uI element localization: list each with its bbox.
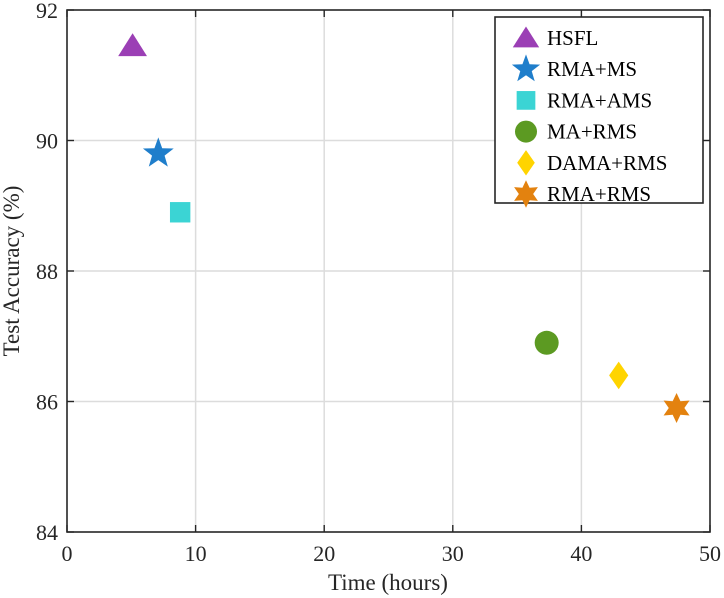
legend-marker-dama-rms	[517, 150, 535, 176]
y-tick-label: 86	[36, 390, 58, 415]
point-rma-rms	[663, 393, 690, 424]
point-rma-ms	[142, 137, 174, 167]
x-axis-label: Time (hours)	[328, 570, 448, 595]
y-axis-label: Test Accuracy (%)	[0, 186, 24, 357]
legend-label-dama-rms: DAMA+RMS	[547, 151, 667, 175]
y-tick-label: 84	[36, 520, 58, 545]
y-tick-label: 90	[36, 129, 58, 154]
axis-ticks: 0 10 20 30 40 50 84 86 88 90 92	[36, 0, 721, 566]
y-tick-label: 92	[36, 0, 58, 23]
legend-marker-ma-rms	[515, 120, 537, 143]
data-points	[118, 33, 690, 424]
point-rma-ams	[169, 202, 191, 223]
legend-marker-rma-ms	[511, 54, 541, 82]
x-tick-label: 50	[699, 541, 721, 566]
legend-label-rma-ms: RMA+MS	[547, 57, 637, 81]
legend-marker-rma-ams	[516, 91, 536, 110]
legend: HSFL RMA+MS RMA+AMS MA+RMS DAMA+RMS RMA+RMS	[494, 16, 704, 208]
x-tick-label: 0	[62, 541, 73, 566]
y-tick-label: 88	[36, 259, 58, 284]
legend-label-hsfl: HSFL	[547, 26, 598, 50]
legend-label-rma-rms: RMA+RMS	[547, 182, 651, 206]
x-tick-label: 10	[185, 541, 207, 566]
legend-marker-rma-rms	[514, 180, 538, 208]
legend-box	[494, 16, 704, 204]
point-dama-rms	[609, 361, 629, 390]
x-tick-label: 40	[570, 541, 592, 566]
legend-label-ma-rms: MA+RMS	[547, 120, 637, 144]
legend-marker-hsfl	[512, 26, 540, 48]
x-tick-label: 20	[313, 541, 335, 566]
point-hsfl	[118, 33, 147, 57]
point-ma-rms	[534, 330, 559, 355]
legend-label-rma-ams: RMA+AMS	[547, 88, 652, 112]
x-tick-label: 30	[442, 541, 464, 566]
